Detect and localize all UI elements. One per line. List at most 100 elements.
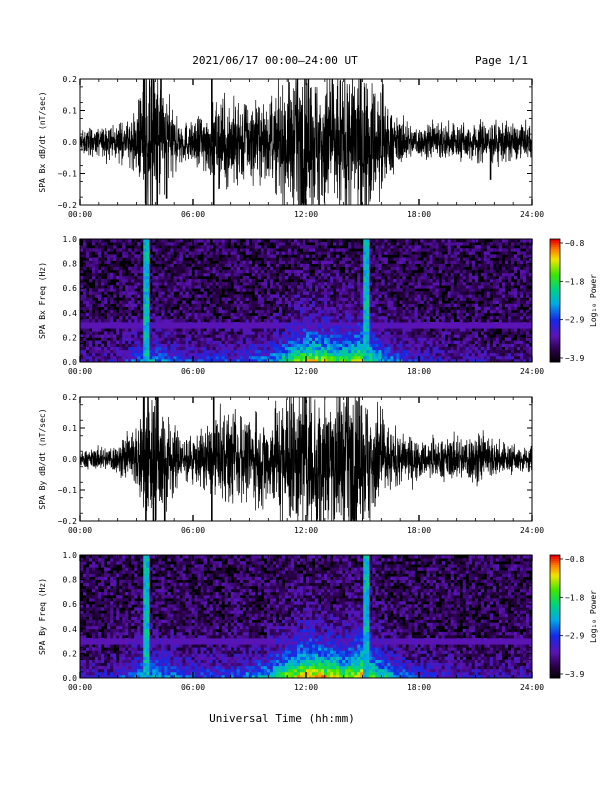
spectrogram-cell [348, 285, 352, 289]
spectrogram-cell [459, 297, 464, 301]
spectrogram-cell [239, 263, 244, 268]
spectrogram-cell [170, 312, 174, 317]
spectrogram-cell [188, 242, 192, 246]
spectrogram-cell [381, 278, 385, 283]
spectrogram-cell [327, 331, 331, 335]
spectrogram-cell [513, 254, 518, 258]
spectrogram-cell [272, 257, 277, 261]
spectrogram-cell [408, 315, 412, 320]
spectrogram-cell [158, 303, 162, 308]
spectrogram-cell [318, 242, 322, 246]
spectrogram-cell [363, 248, 367, 252]
spectrogram-cell [158, 358, 162, 363]
spectrogram-cell [224, 346, 229, 351]
spectrogram-cell [426, 334, 430, 338]
spectrogram-cell [146, 303, 150, 308]
spectrogram-cell [224, 312, 229, 317]
spectrogram-cell [176, 248, 180, 252]
spectrogram-cell [98, 297, 102, 301]
spectrogram-cell [435, 278, 439, 283]
spectrogram-cell [146, 297, 150, 301]
spectrogram-cell [519, 318, 524, 323]
spectrogram-cell [104, 303, 108, 308]
spectrogram-cell [209, 312, 213, 317]
spectrogram-cell [83, 263, 87, 268]
spectrogram-cell [239, 312, 244, 317]
spectrogram-cell [444, 260, 449, 264]
spectrogram-cell [179, 285, 183, 289]
spectrogram-cell [477, 355, 482, 360]
page-indicator: Page 1/1 [475, 54, 528, 67]
spectrogram-cell [302, 349, 307, 354]
spectrogram-cell [296, 346, 301, 351]
spectrogram-cell [513, 346, 518, 351]
spectrogram-cell [143, 294, 147, 298]
spectrogram-cell [489, 315, 494, 320]
spectrogram-cell [167, 331, 171, 335]
spectrogram-cell [456, 275, 461, 280]
spectrogram-cell [143, 343, 147, 348]
spectrogram-cell [212, 352, 216, 357]
spectrogram-cell [429, 278, 433, 283]
spectrogram-cell [272, 272, 277, 277]
spectrogram-cell [134, 306, 138, 311]
spectrogram-cell [414, 318, 418, 323]
spectrogram-cell [501, 263, 506, 268]
spectrogram-cell [218, 340, 223, 344]
spectrogram-cell [266, 275, 271, 280]
spectrogram-cell [212, 322, 216, 326]
spectrogram-cell [471, 288, 476, 292]
spectrogram-cell [227, 285, 232, 289]
spectrogram-cell [203, 352, 207, 357]
spectrogram-cell [504, 340, 509, 344]
spectrogram-cell [405, 318, 409, 323]
spectrogram-cell [173, 355, 177, 360]
spectrogram-cell [80, 355, 84, 360]
spectrogram-cell [236, 306, 241, 311]
spectrogram-cell [215, 334, 220, 338]
spectrogram-cell [411, 334, 415, 338]
spectrogram-cell [284, 269, 289, 274]
spectrogram-cell [284, 355, 289, 360]
spectrogram-cell [363, 291, 367, 295]
spectrogram-cell [432, 285, 436, 289]
spectrogram-cell [149, 315, 153, 320]
spectrogram-cell [164, 294, 168, 298]
spectrogram-cell [417, 251, 421, 255]
spectrogram-cell [140, 282, 144, 286]
spectrogram-cell [143, 315, 147, 320]
spectrogram-cell [438, 269, 442, 274]
spectrogram-cell [281, 328, 286, 332]
spectrogram-cell [372, 331, 376, 335]
spectrogram-cell [83, 315, 87, 320]
spectrogram-cell [206, 325, 210, 329]
spectrogram-cell [477, 312, 482, 317]
spectrogram-cell [387, 285, 391, 289]
spectrogram-cell [468, 322, 473, 326]
spectrogram-cell [399, 352, 403, 357]
spectrogram-cell [504, 355, 509, 360]
spectrogram-cell [519, 346, 524, 351]
spectrogram-cell [432, 242, 436, 246]
spectrogram-cell [333, 275, 337, 280]
spectrogram-cell [408, 343, 412, 348]
spectrogram-cell [284, 352, 289, 357]
spectrogram-cell [140, 269, 144, 274]
spectrogram-cell [95, 303, 99, 308]
spectrogram-cell [462, 352, 467, 357]
spectrogram-cell [188, 337, 192, 341]
spectrogram-cell [414, 245, 418, 249]
spectrogram-cell [483, 294, 488, 298]
spectrogram-cell [411, 266, 415, 271]
spectrogram-cell [131, 349, 135, 354]
spectrogram-cell [489, 303, 494, 308]
spectrogram-cell [471, 294, 476, 298]
spectrogram-cell [212, 325, 216, 329]
spectrogram-cell [351, 288, 355, 292]
spectrogram-cell [197, 312, 201, 317]
spectrogram-cell [315, 288, 319, 292]
spectrogram-cell [396, 263, 400, 268]
spectrogram-cell [224, 242, 229, 246]
spectrogram-cell [284, 291, 289, 295]
spectrogram-cell [516, 331, 521, 335]
